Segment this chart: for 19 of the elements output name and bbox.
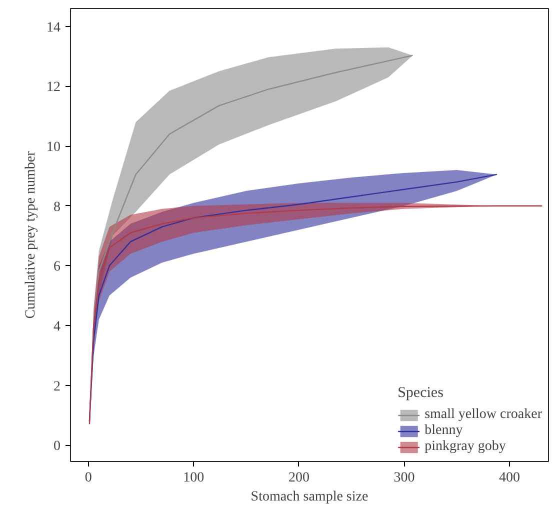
y-tick-label: 12 [46,80,60,96]
legend-label: small yellow croaker [424,407,542,423]
y-tick-label: 8 [54,200,60,215]
y-tick-label: 4 [54,319,60,334]
x-axis-title: Stomach sample size [250,490,368,504]
x-tick-label: 400 [499,470,520,486]
legend-label: blenny [424,423,463,439]
y-tick-label: 6 [54,260,60,275]
y-tick-label: 14 [46,20,60,36]
legend-label: pinkgray goby [424,439,506,455]
x-tick-label: 100 [183,470,204,486]
y-axis-title: Cumulative prey type number [24,150,38,319]
y-tick-label: 0 [54,439,60,454]
y-tick-label: 2 [54,379,60,394]
x-tick-label: 0 [84,470,92,486]
legend-title: Species [398,385,444,402]
x-tick-label: 200 [288,470,310,486]
y-tick-label: 10 [46,140,60,156]
x-tick-label: 300 [394,470,415,486]
